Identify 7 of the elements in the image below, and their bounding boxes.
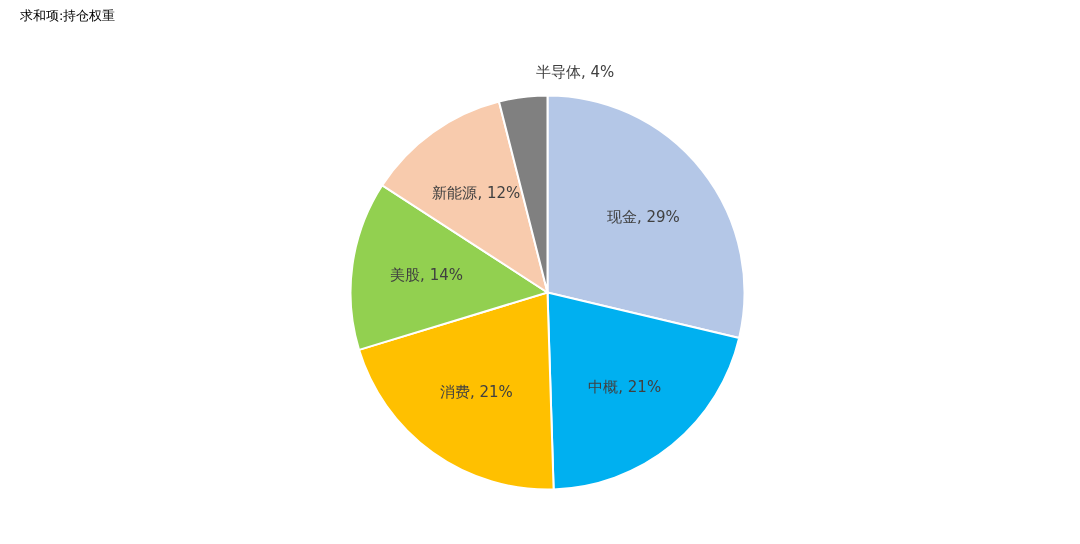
slice-label: 中概, 21%: [588, 378, 662, 397]
slice-label: 现金, 29%: [606, 207, 680, 226]
slice-label: 半导体, 4%: [535, 63, 615, 82]
slice-label: 消费, 21%: [439, 382, 513, 401]
text: 求和项:持仓权重: [20, 8, 116, 23]
slice-label: 美股, 14%: [390, 266, 463, 285]
slice-label: 新能源, 12%: [432, 184, 521, 203]
